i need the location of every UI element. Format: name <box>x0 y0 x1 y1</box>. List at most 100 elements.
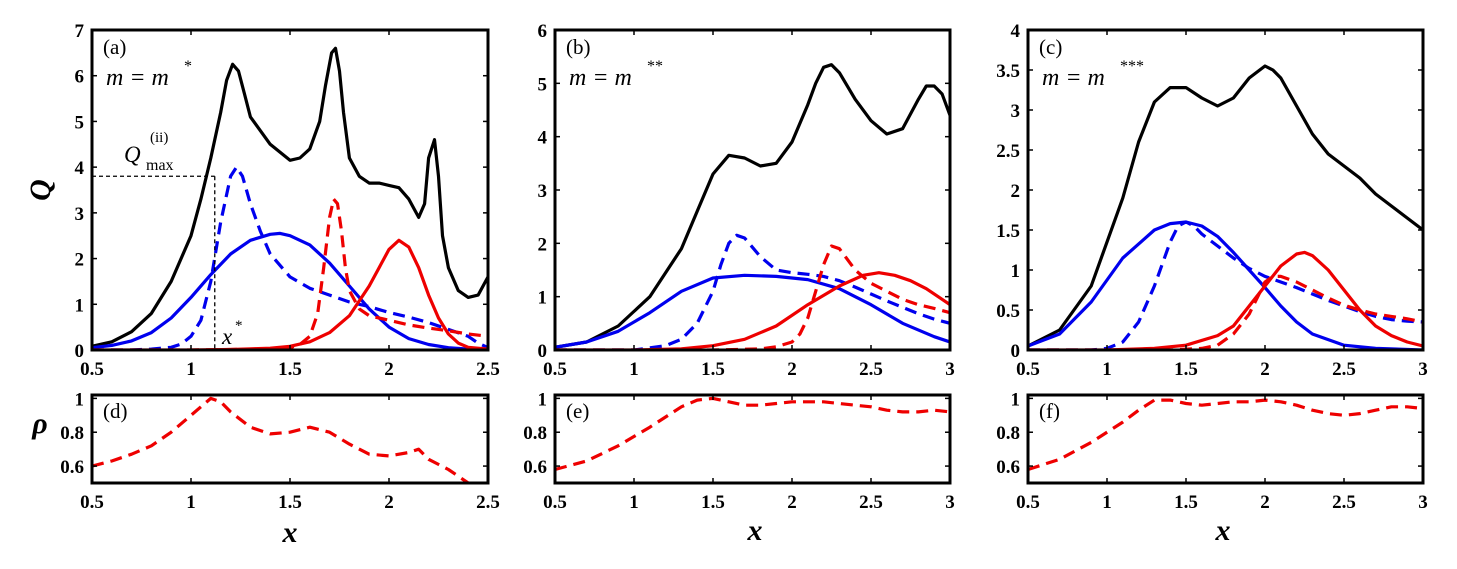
x-tick-label: 2.5 <box>1332 492 1356 513</box>
x-tick-label: 2 <box>787 492 797 513</box>
y-tick-label: 0.6 <box>523 457 547 478</box>
x-tick-label: 1.5 <box>701 359 725 380</box>
series-total-b <box>555 63 950 349</box>
x-tick-label: 2.5 <box>1332 359 1356 380</box>
y-tick-label: 0.6 <box>60 457 84 478</box>
y-tick-label: 0 <box>538 341 548 362</box>
x-axis-label-d: x <box>282 516 298 549</box>
series-rho-f <box>1028 398 1423 472</box>
series-blue-dashed-c <box>1028 220 1423 350</box>
y-tick-label: 0.8 <box>523 423 547 444</box>
y-tick-label: 6 <box>75 67 85 88</box>
y-tick-label: 4 <box>1011 21 1021 42</box>
y-tick-label: 3 <box>1011 101 1021 122</box>
x-tick-label: 1 <box>629 359 639 380</box>
mass-superscript-a: * <box>184 58 192 75</box>
x-tick-label: 1.5 <box>701 492 725 513</box>
y-tick-label: 0.6 <box>996 457 1020 478</box>
mass-label-a: m = m <box>106 65 169 91</box>
x-tick-label: 1 <box>186 492 196 513</box>
panel-label-e: (e) <box>566 399 589 423</box>
y-tick-label: 1.5 <box>996 221 1020 242</box>
y-tick-label: 3 <box>75 204 85 225</box>
y-tick-label: 3.5 <box>996 61 1020 82</box>
x-tick-label: 0.5 <box>543 492 567 513</box>
y-axis-label-q: Q <box>24 179 57 201</box>
xstar-superscript: * <box>235 318 243 334</box>
x-tick-label: 1 <box>1102 492 1112 513</box>
panel-c: 0.5 1 1.5 2 2.5 300.511.522.533.54(c)m = m *** <box>996 21 1428 380</box>
y-tick-label: 0 <box>75 341 85 362</box>
y-tick-label: 2.5 <box>996 141 1020 162</box>
y-tick-label: 2 <box>538 234 548 255</box>
series-blue-solid-b <box>555 273 950 349</box>
x-tick-label: 0.5 <box>80 492 104 513</box>
x-tick-label: 2.5 <box>859 359 883 380</box>
x-tick-label: 2.5 <box>476 359 500 380</box>
series-red-solid-c <box>1028 250 1423 350</box>
panel-label-a: (a) <box>103 35 126 59</box>
x-tick-label: 1.5 <box>278 359 302 380</box>
y-tick-label: 0.8 <box>60 423 84 444</box>
x-tick-label: 0.5 <box>1016 359 1040 380</box>
series-blue-solid-a <box>92 231 488 350</box>
x-tick-label: 1 <box>186 359 196 380</box>
panel-e: 0.5 1 1.5 2 2.5 3 0.6 0.8 1 (e) <box>523 389 955 513</box>
x-tick-label: 0.5 <box>543 359 567 380</box>
mass-superscript-c: *** <box>1120 58 1144 75</box>
series-total-a <box>92 46 488 348</box>
series-blue-dashed-a <box>92 165 488 350</box>
xstar-label: x <box>221 324 233 349</box>
x-tick-label: 3 <box>945 492 955 513</box>
panel-label-c: (c) <box>1039 35 1062 59</box>
x-tick-label: 2 <box>1260 359 1270 380</box>
x-tick-label: 2.5 <box>476 492 500 513</box>
x-tick-label: 2 <box>787 359 797 380</box>
x-axis-label-f: x <box>1215 514 1231 547</box>
panel-label-d: (d) <box>103 399 128 423</box>
x-axis-label-e: x <box>747 514 763 547</box>
y-tick-label: 7 <box>75 21 85 42</box>
y-tick-label: 2 <box>75 250 85 271</box>
series-rho-e <box>555 396 950 472</box>
series-blue-dashed-b <box>555 233 950 350</box>
y-tick-label: 1 <box>538 389 548 410</box>
y-tick-label: 1 <box>75 389 85 410</box>
panel-label-b: (b) <box>566 35 591 59</box>
x-tick-label: 2 <box>384 492 394 513</box>
x-tick-label: 1.5 <box>1174 492 1198 513</box>
qmax-superscript: (ii) <box>150 130 168 146</box>
axes-frame-d <box>90 393 490 485</box>
axes-frame-f <box>1026 393 1425 485</box>
mass-superscript-b: ** <box>647 58 663 75</box>
x-tick-label: 1 <box>1102 359 1112 380</box>
x-tick-label: 2 <box>1260 492 1270 513</box>
y-tick-label: 3 <box>538 181 548 202</box>
x-tick-label: 2 <box>384 359 394 380</box>
series-blue-solid-c <box>1028 220 1423 350</box>
x-tick-label: 3 <box>945 359 955 380</box>
x-tick-label: 2.5 <box>859 492 883 513</box>
y-tick-label: 4 <box>75 158 85 179</box>
series-red-dashed-a <box>92 197 488 350</box>
x-tick-label: 3 <box>1418 492 1428 513</box>
y-tick-label: 0.8 <box>996 423 1020 444</box>
mass-label-b: m = m <box>569 65 632 91</box>
panel-label-f: (f) <box>1039 399 1060 423</box>
x-tick-label: 3 <box>1418 359 1428 380</box>
axes-frame-e <box>553 393 952 485</box>
series-red-dashed-b <box>555 244 950 350</box>
x-tick-label: 0.5 <box>80 359 104 380</box>
y-tick-label: 1 <box>538 288 548 309</box>
panel-f: 0.5 1 1.5 2 2.5 3 0.6 0.8 1 (f) <box>996 389 1428 513</box>
x-tick-label: 1.5 <box>278 492 302 513</box>
y-tick-label: 0 <box>1011 341 1021 362</box>
y-tick-label: 4 <box>538 128 548 149</box>
y-tick-label: 5 <box>75 112 85 133</box>
x-tick-label: 0.5 <box>1016 492 1040 513</box>
series-red-solid-b <box>555 271 950 350</box>
qmax-subscript: max <box>146 157 174 174</box>
y-axis-label-rho: ρ <box>31 407 47 440</box>
y-tick-label: 1 <box>75 295 85 316</box>
